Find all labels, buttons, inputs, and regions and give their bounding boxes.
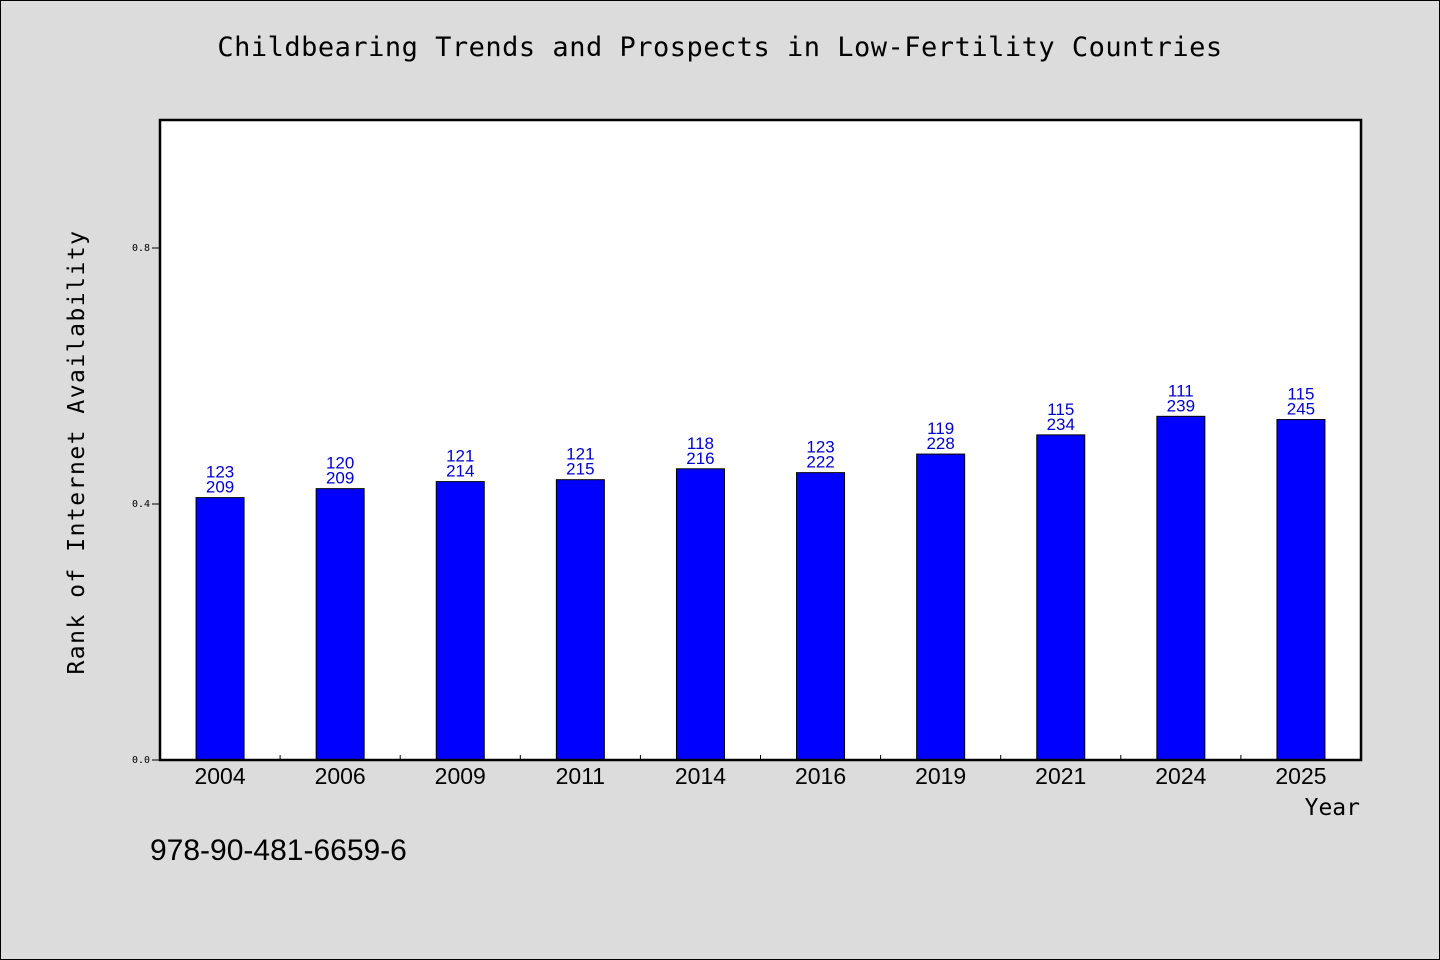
x-tick-label: 2009 xyxy=(435,763,486,789)
bar-label-top: 119 xyxy=(927,419,954,438)
bar xyxy=(555,479,605,761)
bar-label-bottom: 216 xyxy=(686,449,714,468)
bar-label-top: 111 xyxy=(1168,381,1194,400)
bar-label-bottom: 222 xyxy=(806,453,834,472)
bar-label-bottom: 215 xyxy=(566,460,594,479)
bar xyxy=(675,468,725,761)
x-tick-label: 2004 xyxy=(194,763,245,789)
bar-label-bottom: 228 xyxy=(926,434,954,453)
bar-label-top: 123 xyxy=(806,438,834,457)
x-axis-label: Year xyxy=(1304,795,1360,821)
bar-label-top: 115 xyxy=(1287,385,1314,404)
bar xyxy=(195,497,245,761)
bar-label-top: 115 xyxy=(1047,400,1074,419)
bar-label-bottom: 245 xyxy=(1287,400,1315,419)
y-tick-label: 0.0 xyxy=(132,755,150,766)
bar xyxy=(315,488,365,761)
x-tick-label: 2025 xyxy=(1275,763,1326,789)
x-tick-label: 2011 xyxy=(556,763,605,789)
isbn-label: 978-90-481-6659-6 xyxy=(150,834,407,867)
bar-label-bottom: 214 xyxy=(446,462,474,481)
x-tick-label: 2019 xyxy=(915,763,966,789)
bar xyxy=(1036,434,1086,761)
bar xyxy=(796,472,846,761)
x-tick-label: 2024 xyxy=(1155,763,1206,789)
x-tick-label: 2016 xyxy=(795,763,846,789)
bar xyxy=(1156,415,1206,761)
bar-label-top: 118 xyxy=(687,434,714,453)
bar-label-bottom: 239 xyxy=(1167,396,1195,415)
bar xyxy=(435,481,485,761)
bar-label-bottom: 209 xyxy=(206,478,234,497)
y-axis-label: Rank of Internet Availability xyxy=(64,229,90,675)
x-tick-label: 2006 xyxy=(315,763,366,789)
x-tick-label: 2014 xyxy=(675,763,726,789)
x-tick-label: 2021 xyxy=(1035,763,1086,789)
bar-label-top: 123 xyxy=(206,463,234,482)
y-tick-label: 0.4 xyxy=(132,499,150,510)
bar-label-bottom: 234 xyxy=(1047,415,1075,434)
y-tick-label: 0.8 xyxy=(132,243,150,254)
bar xyxy=(916,453,966,761)
bar-label-top: 121 xyxy=(566,445,594,464)
bar-label-top: 120 xyxy=(326,454,354,473)
bar-label-top: 121 xyxy=(446,447,474,466)
bar xyxy=(1276,419,1326,761)
plot-border xyxy=(158,118,1363,762)
bar-label-bottom: 209 xyxy=(326,469,354,488)
chart-title: Childbearing Trends and Prospects in Low… xyxy=(217,32,1223,63)
